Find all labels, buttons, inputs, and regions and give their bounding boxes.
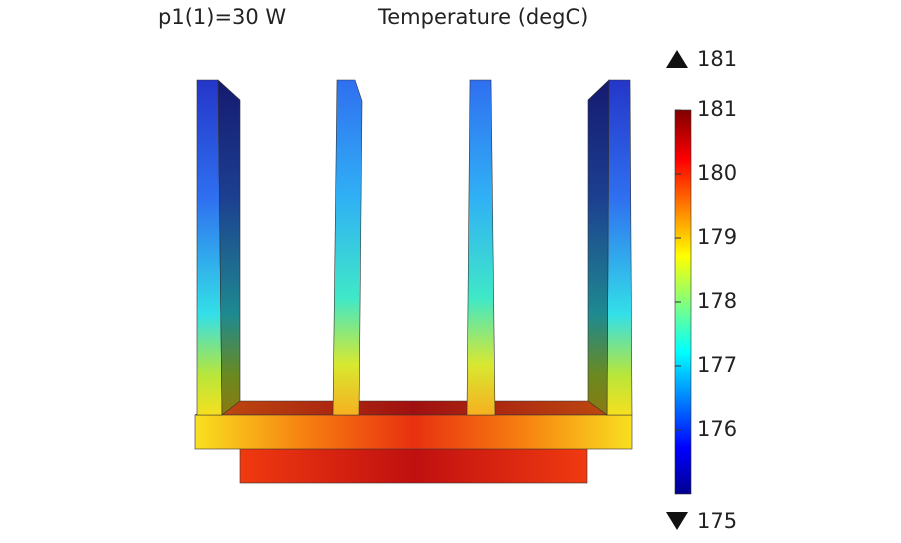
colorbar-tick-label: 180 bbox=[697, 161, 737, 185]
max-arrow bbox=[666, 50, 688, 68]
max-label: 181 bbox=[697, 47, 737, 71]
plot-title: Temperature (degC) bbox=[377, 5, 588, 29]
colorbar-tick-label: 179 bbox=[697, 225, 737, 249]
colorbar-tick-label: 178 bbox=[697, 289, 737, 313]
parameter-label: p1(1)=30 W bbox=[158, 5, 286, 29]
heat-sink bbox=[194, 79, 633, 484]
colorbar-tick-label: 177 bbox=[697, 353, 737, 377]
min-label: 175 bbox=[697, 509, 737, 533]
min-arrow bbox=[666, 512, 688, 530]
colorbar-tick-label: 176 bbox=[697, 417, 737, 441]
colorbar-tick-label: 181 bbox=[697, 97, 737, 121]
